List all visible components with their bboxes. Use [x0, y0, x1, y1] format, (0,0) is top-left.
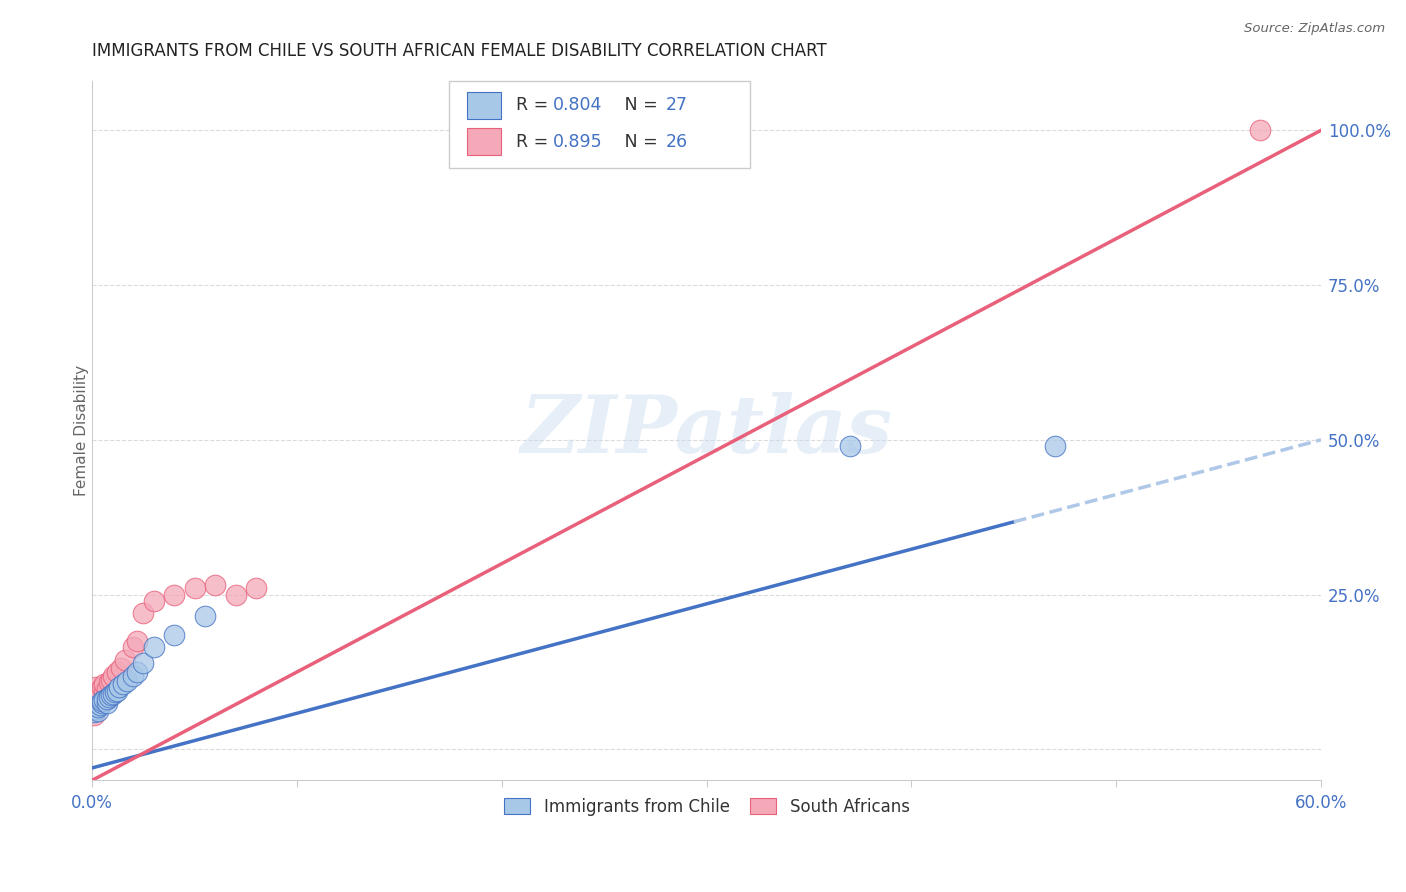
Point: [111, 677, 134, 691]
Point: [132, 606, 155, 620]
FancyBboxPatch shape: [467, 92, 502, 119]
Point: [225, 588, 247, 602]
Text: 0.804: 0.804: [553, 96, 602, 114]
Point: [93, 685, 115, 699]
Text: 0.895: 0.895: [553, 133, 603, 151]
FancyBboxPatch shape: [467, 128, 502, 155]
FancyBboxPatch shape: [449, 81, 749, 169]
Text: 27: 27: [666, 96, 688, 114]
Point: [107, 681, 129, 695]
Point: [127, 665, 149, 679]
Point: [142, 594, 165, 608]
Text: R =: R =: [516, 133, 554, 151]
Point: [93, 677, 115, 691]
Point: [105, 665, 128, 679]
Point: [91, 681, 114, 695]
Point: [89, 698, 111, 712]
Text: IMMIGRANTS FROM CHILE VS SOUTH AFRICAN FEMALE DISABILITY CORRELATION CHART: IMMIGRANTS FROM CHILE VS SOUTH AFRICAN F…: [93, 42, 827, 60]
Point: [245, 582, 267, 596]
Text: ZIPatlas: ZIPatlas: [520, 392, 893, 469]
Point: [115, 674, 138, 689]
Point: [91, 694, 114, 708]
Point: [114, 652, 136, 666]
Point: [163, 628, 186, 642]
Point: [97, 675, 120, 690]
Text: N =: N =: [609, 96, 664, 114]
Point: [96, 691, 118, 706]
Point: [89, 687, 111, 701]
Point: [105, 683, 128, 698]
Point: [122, 669, 145, 683]
Point: [104, 685, 127, 699]
Point: [204, 578, 226, 592]
Point: [97, 690, 120, 704]
Point: [89, 683, 111, 698]
Point: [101, 669, 124, 683]
Point: [183, 582, 205, 596]
Point: [84, 702, 107, 716]
Point: [194, 609, 217, 624]
Point: [83, 708, 105, 723]
Point: [84, 698, 107, 713]
Point: [84, 690, 107, 704]
Point: [1249, 123, 1271, 137]
Text: R =: R =: [516, 96, 554, 114]
Text: Source: ZipAtlas.com: Source: ZipAtlas.com: [1244, 22, 1385, 36]
Point: [110, 660, 132, 674]
Point: [87, 693, 110, 707]
Point: [96, 696, 118, 710]
Point: [84, 681, 107, 695]
Point: [83, 705, 105, 719]
Point: [127, 634, 149, 648]
Point: [132, 656, 155, 670]
Point: [100, 688, 122, 702]
Text: 26: 26: [666, 133, 688, 151]
Point: [1043, 439, 1066, 453]
Point: [122, 640, 145, 655]
Legend: Immigrants from Chile, South Africans: Immigrants from Chile, South Africans: [495, 789, 918, 824]
Point: [163, 588, 186, 602]
Point: [87, 704, 110, 718]
Point: [91, 696, 114, 710]
Point: [101, 687, 124, 701]
Point: [96, 681, 118, 696]
Point: [93, 693, 115, 707]
Point: [839, 439, 862, 453]
Text: N =: N =: [609, 133, 664, 151]
Point: [142, 640, 165, 655]
Y-axis label: Female Disability: Female Disability: [73, 365, 89, 496]
Point: [100, 673, 122, 687]
Point: [87, 700, 110, 714]
